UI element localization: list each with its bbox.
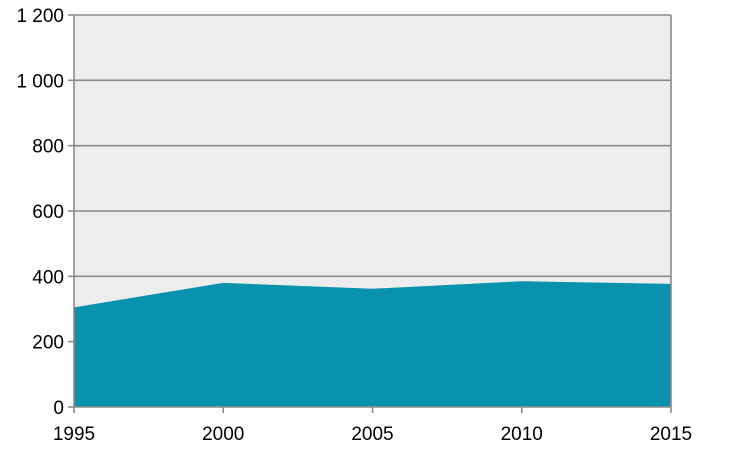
y-tick-label-0: 0 [53,398,64,419]
axes [68,14,672,413]
y-tick-label-2: 400 [32,267,64,288]
series-areas [73,281,672,407]
y-tick-label-6: 1 200 [16,6,64,27]
y-tick-label-3: 600 [32,202,64,223]
y-tick-label-5: 1 000 [16,71,64,92]
y-tick-label-4: 800 [32,137,64,158]
x-axis-tick-labels: 1995 2000 2005 2010 2015 [53,424,692,445]
series-area-0 [74,281,671,407]
x-tick-label-0: 1995 [53,424,95,445]
x-tick-label-2: 2005 [351,424,393,445]
x-tick-label-3: 2010 [501,424,543,445]
x-tick-label-1: 2000 [202,424,244,445]
x-tick-label-4: 2015 [650,424,692,445]
y-tick-label-1: 200 [32,333,64,354]
y-axis-tick-labels: 0 200 400 600 800 1 000 1 200 [16,6,64,419]
